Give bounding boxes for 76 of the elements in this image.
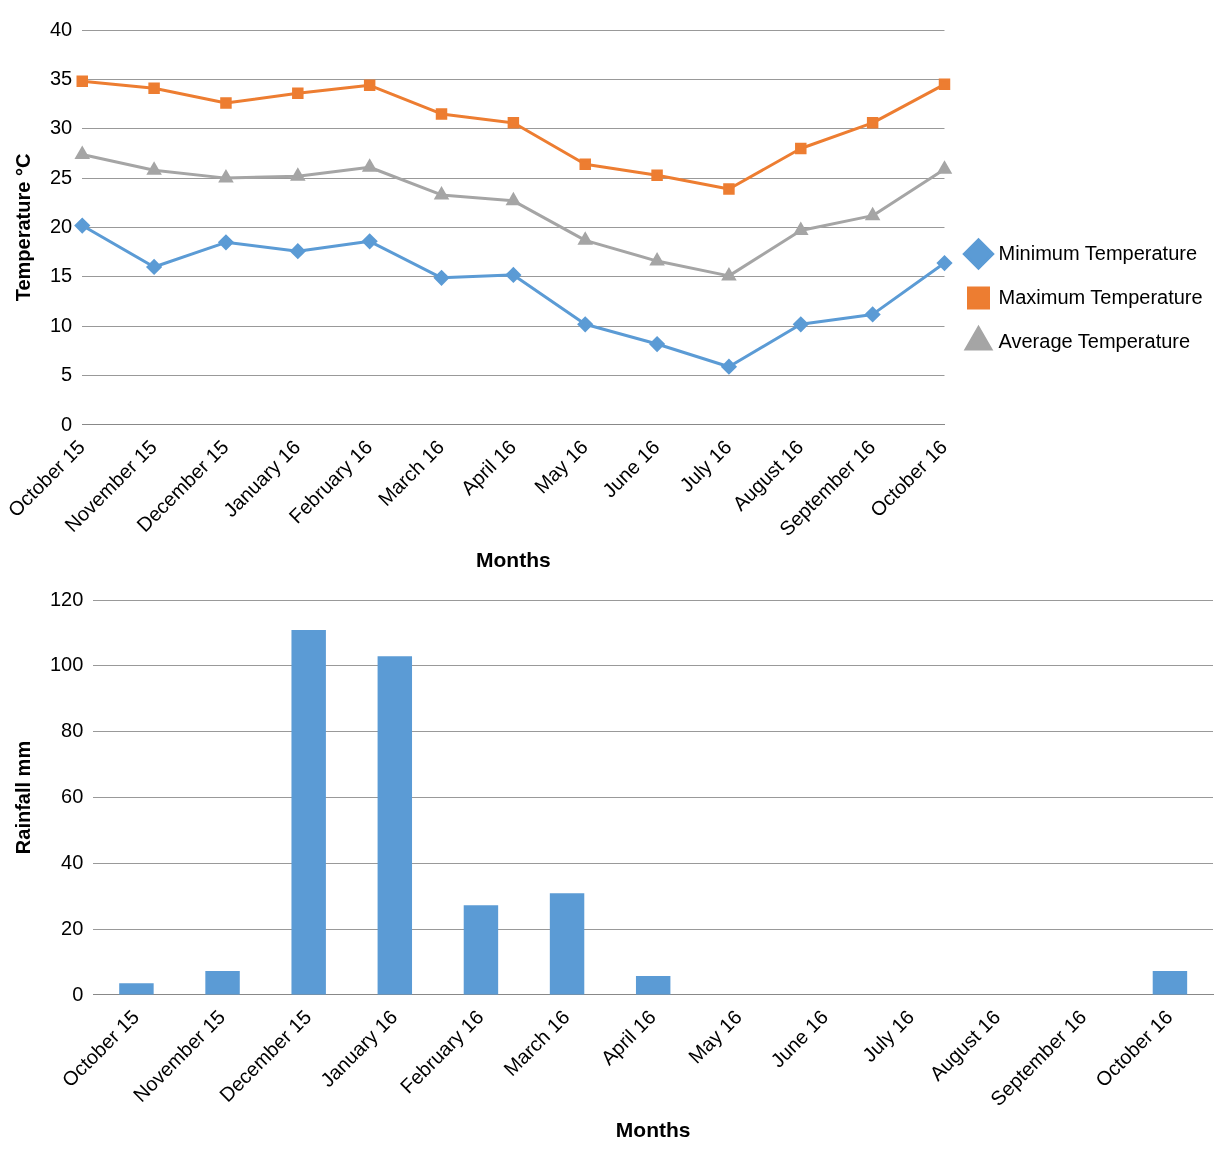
point [938,78,951,91]
point [865,306,881,322]
point [75,146,89,159]
bar [1152,970,1188,995]
bar [119,983,154,995]
point [218,234,234,250]
point [146,259,162,275]
bar [635,975,671,995]
point [362,159,377,172]
y-axis-title: Rainfall mm [11,740,34,855]
point [721,359,737,375]
point [793,316,809,332]
legend-label: Minimum Temperature [998,241,1198,264]
bar [377,656,413,995]
point [219,170,233,183]
x-tick-label: May 16 [530,435,592,498]
y-tick-label: 40 [50,17,73,40]
point [434,187,449,200]
bar [463,905,499,995]
y-tick-label: 80 [61,719,84,742]
x-tick-label: June 16 [597,435,664,502]
x-tick-label: June 16 [766,1005,833,1072]
y-tick-label: 0 [72,982,84,1005]
x-tick-label: July 16 [857,1005,919,1067]
point [722,268,736,281]
y-tick-label: 60 [61,785,84,808]
y-tick-label: 40 [61,850,84,873]
point [507,117,520,129]
point [937,255,952,271]
legend-label: Maximum Temperature [998,285,1203,308]
y-tick-label: 25 [50,165,73,188]
x-axis-title: Months [476,548,551,572]
y-tick-label: 5 [61,363,73,386]
point [434,270,450,286]
point [76,75,88,88]
y-tick-label: 0 [61,412,73,435]
x-tick-label: July 16 [675,435,736,497]
y-tick-label: 20 [61,916,84,939]
point [651,169,663,181]
bar [549,893,585,995]
point [577,316,593,332]
point [74,218,90,234]
point [147,162,161,175]
y-tick-label: 100 [49,653,84,676]
x-tick-label: May 16 [684,1005,747,1068]
bar [205,970,240,995]
point [650,253,664,266]
point [795,142,807,155]
point [937,161,952,174]
point [362,233,378,249]
bar [291,629,326,995]
y-tick-label: 20 [50,215,73,238]
point [865,208,880,221]
y-tick-label: 10 [50,313,73,336]
x-axis-title: Months [615,1118,691,1142]
point [291,168,305,181]
point [220,97,232,109]
point [578,232,592,245]
y-tick-label: 15 [50,264,73,287]
point [435,108,448,120]
point [148,82,160,94]
y-axis-title: Temperature °C [11,153,34,302]
point [505,267,521,283]
y-tick-label: 30 [50,116,73,139]
point [649,336,665,352]
point [290,243,306,259]
y-tick-label: 120 [49,587,84,610]
point [866,117,879,129]
point [292,87,304,99]
point [794,222,808,235]
point [363,79,376,92]
point [506,193,521,206]
point [723,183,735,195]
point [579,158,591,171]
y-tick-label: 35 [50,66,73,89]
legend-label: Average Temperature [998,329,1191,352]
